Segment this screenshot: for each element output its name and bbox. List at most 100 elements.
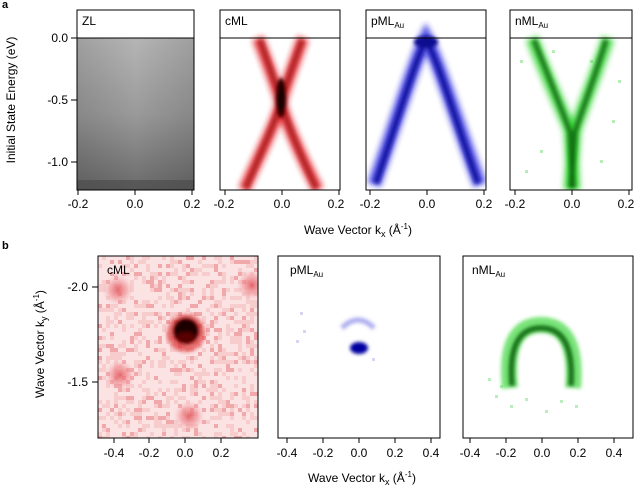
noise-pixel bbox=[254, 344, 258, 348]
noise-pixel bbox=[178, 300, 182, 304]
noise-pixel bbox=[202, 420, 206, 424]
noise-pixel bbox=[134, 304, 138, 308]
noise-pixel bbox=[190, 356, 194, 360]
noise-pixel bbox=[214, 404, 218, 408]
noise-pixel bbox=[218, 348, 222, 352]
noise-pixel bbox=[142, 276, 146, 280]
noise-pixel bbox=[174, 428, 178, 432]
noise-pixel bbox=[242, 352, 246, 356]
panel-label-cml: cML bbox=[225, 14, 248, 28]
noise-pixel bbox=[166, 404, 170, 408]
noise-pixel bbox=[238, 340, 242, 344]
svg-text:0.0: 0.0 bbox=[351, 446, 368, 460]
noise-pixel bbox=[118, 320, 122, 324]
noise-pixel bbox=[198, 344, 202, 348]
noise-pixel bbox=[154, 424, 158, 428]
noise-pixel bbox=[182, 268, 186, 272]
noise-pixel bbox=[98, 408, 102, 412]
noise-pixel bbox=[158, 320, 162, 324]
noise-pixel bbox=[114, 396, 118, 400]
noise-pixel bbox=[198, 300, 202, 304]
noise-pixel bbox=[242, 380, 246, 384]
noise-pixel bbox=[246, 312, 250, 316]
noise-pixel bbox=[126, 420, 130, 424]
noise-pixel bbox=[146, 324, 150, 328]
noise-pixel bbox=[210, 344, 214, 348]
noise-pixel bbox=[142, 260, 146, 264]
noise-pixel bbox=[182, 368, 186, 372]
noise-pixel bbox=[114, 312, 118, 316]
noise-pixel bbox=[146, 268, 150, 272]
noise-pixel bbox=[174, 348, 178, 352]
noise-pixel bbox=[218, 272, 222, 276]
noise-pixel bbox=[174, 380, 178, 384]
noise-pixel bbox=[134, 436, 138, 438]
noise-pixel bbox=[118, 308, 122, 312]
noise-pixel bbox=[242, 308, 246, 312]
noise-pixel bbox=[242, 376, 246, 380]
noise-pixel bbox=[158, 336, 162, 340]
noise-pixel bbox=[222, 280, 226, 284]
noise-pixel bbox=[130, 400, 134, 404]
noise-pixel bbox=[134, 312, 138, 316]
noise-pixel bbox=[138, 404, 142, 408]
noise-pixel bbox=[226, 364, 230, 368]
noise-pixel bbox=[234, 276, 238, 280]
noise-pixel bbox=[138, 352, 142, 356]
noise-pixel bbox=[158, 364, 162, 368]
noise-pixel bbox=[222, 436, 226, 438]
noise-pixel bbox=[210, 388, 214, 392]
noise-pixel bbox=[106, 344, 110, 348]
noise-pixel bbox=[230, 432, 234, 436]
noise-pixel bbox=[254, 300, 258, 304]
noise-pixel bbox=[210, 356, 214, 360]
noise-pixel bbox=[206, 420, 210, 424]
svg-text:-0.4: -0.4 bbox=[277, 446, 298, 460]
noise-pixel bbox=[254, 416, 258, 420]
noise-pixel bbox=[162, 324, 166, 328]
noise-pixel bbox=[134, 416, 138, 420]
noise-pixel bbox=[214, 352, 218, 356]
noise-pixel bbox=[146, 392, 150, 396]
svg-text:0.2: 0.2 bbox=[476, 197, 493, 211]
noise-pixel bbox=[186, 272, 190, 276]
noise-pixel bbox=[178, 372, 182, 376]
noise-pixel bbox=[154, 404, 158, 408]
noise-pixel bbox=[154, 392, 158, 396]
noise-pixel bbox=[122, 324, 126, 328]
noise-pixel bbox=[134, 360, 138, 364]
row-b-y-axis: -2.0 -1.5 Wave Vector ky (Å-1) bbox=[32, 280, 98, 398]
noise-pixel bbox=[214, 280, 218, 284]
noise-pixel bbox=[242, 360, 246, 364]
noise-pixel bbox=[242, 356, 246, 360]
noise-pixel bbox=[182, 388, 186, 392]
noise-pixel bbox=[174, 260, 178, 264]
noise-pixel bbox=[122, 340, 126, 344]
noise-pixel bbox=[162, 360, 166, 364]
noise-pixel bbox=[122, 308, 126, 312]
noise-pixel bbox=[226, 288, 230, 292]
noise-pixel bbox=[150, 284, 154, 288]
noise-pixel bbox=[234, 312, 238, 316]
noise-pixel bbox=[114, 324, 118, 328]
noise-pixel bbox=[138, 400, 142, 404]
noise-pixel bbox=[134, 432, 138, 436]
noise-pixel bbox=[142, 400, 146, 404]
noise-pixel bbox=[222, 276, 226, 280]
noise-pixel bbox=[142, 428, 146, 432]
noise-pixel bbox=[170, 288, 174, 292]
noise-pixel bbox=[106, 404, 110, 408]
noise-pixel bbox=[230, 308, 234, 312]
noise-pixel bbox=[214, 408, 218, 412]
panel-label-zl: ZL bbox=[82, 14, 96, 28]
noise-pixel bbox=[98, 432, 102, 436]
noise-pixel bbox=[114, 404, 118, 408]
noise-pixel bbox=[254, 336, 258, 340]
noise-pixel bbox=[170, 348, 174, 352]
noise-pixel bbox=[218, 260, 222, 264]
noise-pixel bbox=[218, 300, 222, 304]
noise-pixel bbox=[238, 368, 242, 372]
svg-text:0.0: 0.0 bbox=[564, 197, 581, 211]
row-a-y-axis: 0.0 -0.5 -1.0 Initial State Energy (eV) bbox=[4, 31, 77, 169]
noise-pixel bbox=[226, 324, 230, 328]
